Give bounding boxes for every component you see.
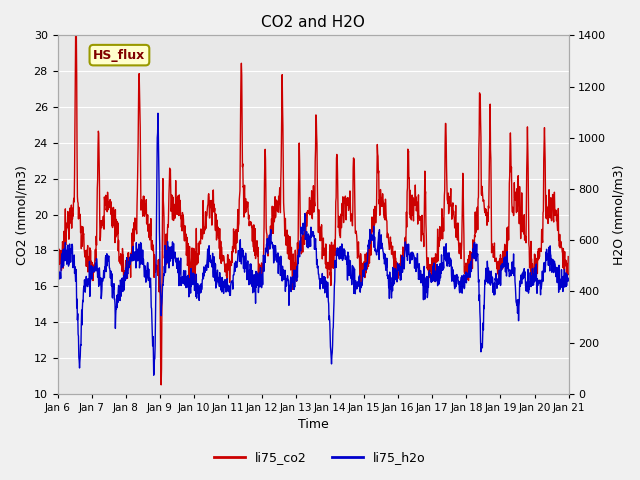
X-axis label: Time: Time bbox=[298, 419, 328, 432]
Title: CO2 and H2O: CO2 and H2O bbox=[261, 15, 365, 30]
Legend: li75_co2, li75_h2o: li75_co2, li75_h2o bbox=[209, 446, 431, 469]
Y-axis label: CO2 (mmol/m3): CO2 (mmol/m3) bbox=[15, 165, 28, 264]
Y-axis label: H2O (mmol/m3): H2O (mmol/m3) bbox=[612, 164, 625, 265]
Text: HS_flux: HS_flux bbox=[93, 48, 145, 61]
